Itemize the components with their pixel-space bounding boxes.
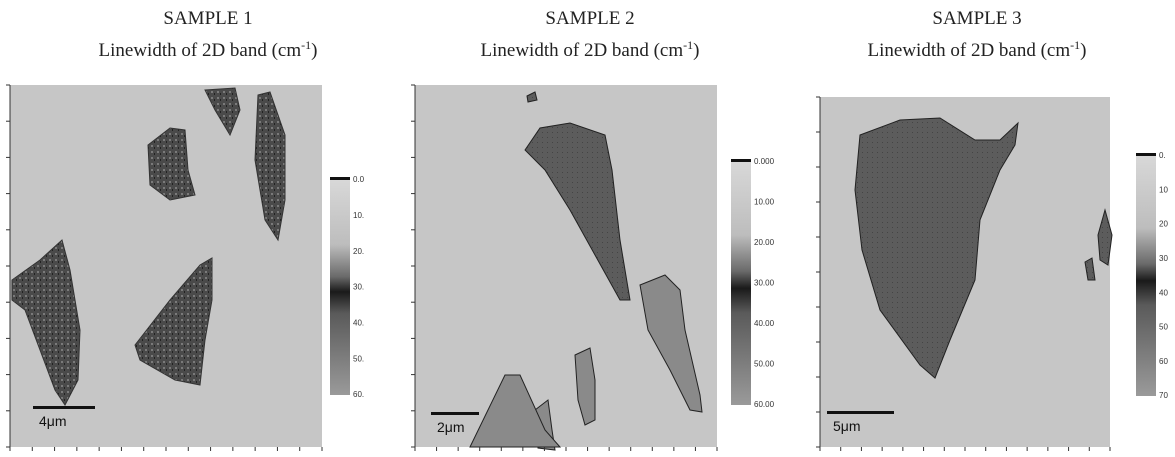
colorbar-label: 20. — [353, 247, 364, 256]
panel-title: SAMPLE 3 — [932, 8, 1021, 29]
scale-bar-label: 2μm — [437, 419, 465, 435]
flakes — [11, 87, 286, 406]
colorbar-label: 20.00 — [754, 238, 775, 247]
colorbar-label: 50. — [353, 354, 364, 363]
colorbar-label: 20 — [1159, 220, 1168, 229]
scale-bar — [33, 406, 95, 409]
subtitle-part: ) — [311, 40, 317, 61]
subtitle-part: -1 — [301, 38, 311, 52]
colorbar-label: 50 — [1159, 323, 1168, 332]
colorbar-label: 0. — [1159, 151, 1166, 160]
panel-title: SAMPLE 2 — [545, 8, 634, 29]
colorbar — [1136, 156, 1156, 396]
colorbar-top — [330, 177, 350, 180]
colorbar-label: 40.00 — [754, 319, 775, 328]
colorbar-label: 50.00 — [754, 360, 775, 369]
colorbar-top — [731, 159, 751, 162]
colorbar-label: 30. — [353, 283, 364, 292]
colorbar-label: 60. — [353, 390, 364, 399]
subtitle-part: -1 — [683, 38, 693, 52]
subtitle-part: Linewidth of 2D band (cm — [868, 40, 1071, 61]
subtitle-part: ) — [1080, 40, 1086, 61]
colorbar-label: 0.0 — [353, 175, 365, 184]
panel-subtitle: Linewidth of 2D band (cm-1) — [481, 38, 700, 61]
panel-title: SAMPLE 1 — [163, 8, 252, 29]
scale-bar — [827, 411, 894, 414]
flakes — [469, 91, 703, 451]
scale-bar — [431, 412, 479, 415]
scale-bar-label: 5μm — [833, 418, 861, 434]
colorbar — [330, 180, 350, 395]
subtitle-part: Linewidth of 2D band (cm — [481, 40, 684, 61]
colorbar — [731, 162, 751, 405]
colorbar-label: 70 — [1159, 391, 1168, 400]
colorbar-label: 0.000 — [754, 157, 775, 166]
subtitle-part: ) — [693, 40, 699, 61]
colorbar-top — [1136, 153, 1156, 156]
colorbar-label: 40 — [1159, 288, 1168, 297]
subtitle-part: -1 — [1070, 38, 1080, 52]
colorbar-label: 10.00 — [754, 198, 775, 207]
scale-bar-label: 4μm — [39, 413, 67, 429]
panel-subtitle: Linewidth of 2D band (cm-1) — [99, 38, 318, 61]
flakes — [854, 117, 1113, 379]
subtitle-part: Linewidth of 2D band (cm — [99, 40, 302, 61]
colorbar-label: 60 — [1159, 357, 1168, 366]
colorbar-label: 60.00 — [754, 400, 775, 409]
colorbar-label: 10. — [353, 211, 364, 220]
panel-subtitle: Linewidth of 2D band (cm-1) — [868, 38, 1087, 61]
colorbar-label: 10 — [1159, 185, 1168, 194]
colorbar-label: 30 — [1159, 254, 1168, 263]
colorbar-label: 30.00 — [754, 279, 775, 288]
colorbar-label: 40. — [353, 318, 364, 327]
